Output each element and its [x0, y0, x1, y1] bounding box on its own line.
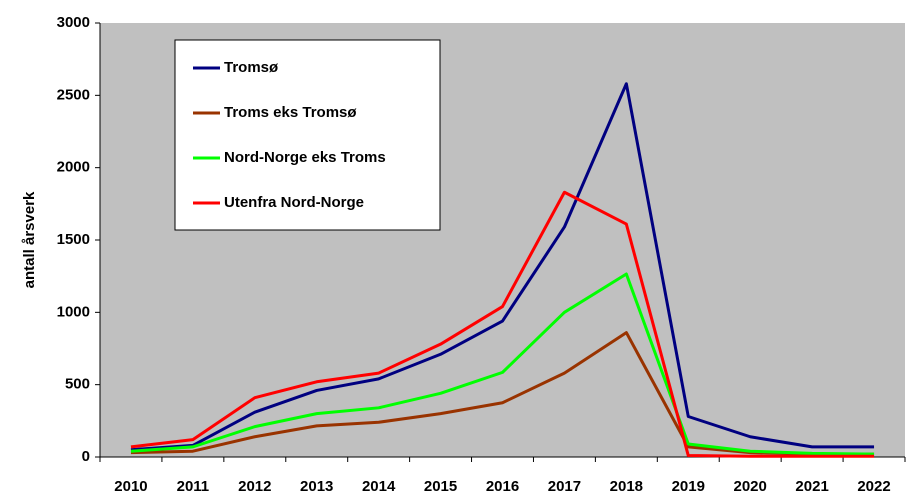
- x-tick-label: 2017: [548, 478, 581, 495]
- legend-label: Nord-Norge eks Troms: [224, 149, 386, 166]
- x-tick-label: 2022: [857, 478, 890, 495]
- series-line: [130, 190, 875, 458]
- y-tick-label: 1500: [57, 231, 90, 248]
- y-tick-label: 500: [65, 376, 90, 393]
- series-line: [130, 272, 875, 456]
- y-tick-label: 1000: [57, 303, 90, 320]
- y-axis-label: antall årsverk: [21, 191, 38, 288]
- legend-label: Utenfra Nord-Norge: [224, 194, 364, 211]
- x-tick-label: 2011: [177, 478, 210, 495]
- series-line: [130, 82, 875, 452]
- x-tick-label: 2010: [114, 478, 147, 495]
- legend: [174, 39, 441, 231]
- y-tick-label: 0: [82, 448, 90, 465]
- legend-label: Tromsø: [224, 59, 279, 76]
- x-tick-label: 2012: [238, 478, 271, 495]
- x-tick-label: 2015: [424, 478, 457, 495]
- y-tick-label: 2500: [57, 86, 90, 103]
- y-tick-label: 2000: [57, 159, 90, 176]
- x-tick-label: 2020: [734, 478, 767, 495]
- x-tick-label: 2021: [795, 478, 828, 495]
- x-tick-label: 2014: [362, 478, 396, 495]
- y-tick-label: 3000: [57, 14, 90, 31]
- x-tick-label: 2013: [300, 478, 333, 495]
- legend-label: Troms eks Tromsø: [224, 104, 357, 121]
- x-tick-label: 2016: [486, 478, 519, 495]
- x-tick-label: 2018: [610, 478, 643, 495]
- x-tick-label: 2019: [672, 478, 705, 495]
